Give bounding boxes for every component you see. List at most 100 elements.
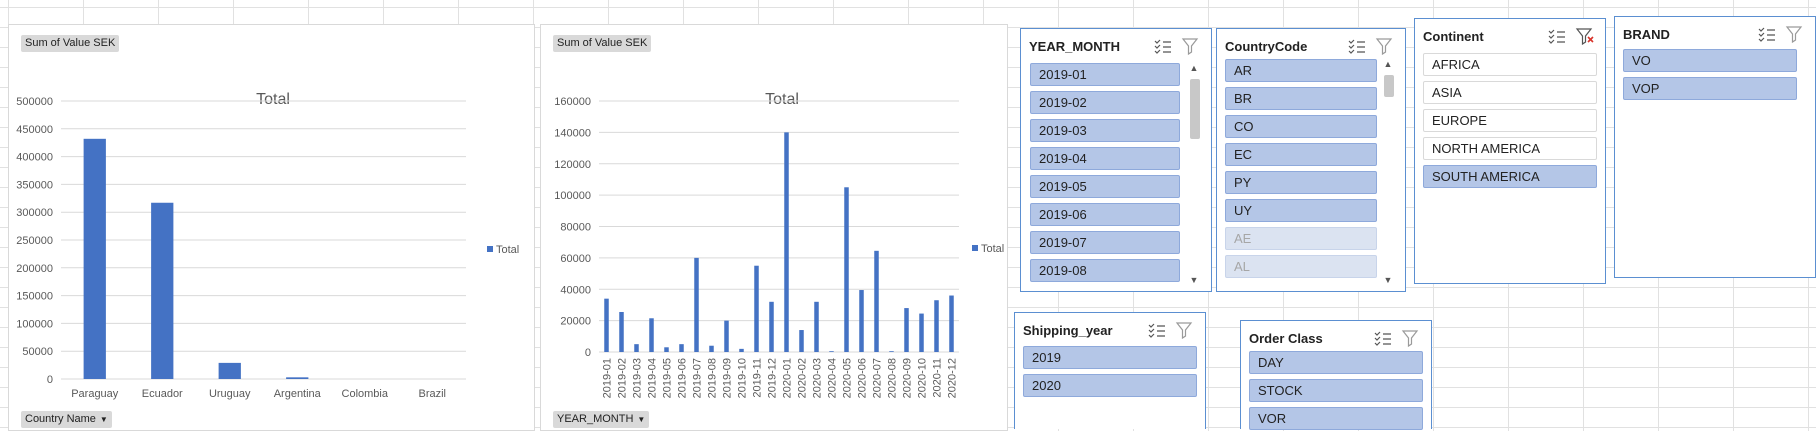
x-tick-label: 2019-10 <box>737 358 749 398</box>
bar <box>679 344 684 352</box>
slicer-item-europe[interactable]: EUROPE <box>1423 109 1597 132</box>
scroll-thumb[interactable] <box>1190 79 1200 139</box>
slicer-item-co[interactable]: CO <box>1225 115 1377 138</box>
slicer-scrollbar[interactable]: ▲ ▼ <box>1381 59 1395 287</box>
dropdown-arrow-icon: ▼ <box>637 415 646 424</box>
slicer-item-2019-07[interactable]: 2019-07 <box>1030 231 1180 254</box>
slicer-brand[interactable]: BRAND VO VOP <box>1614 16 1816 278</box>
clear-filter-icon[interactable] <box>1175 321 1195 339</box>
multi-select-icon[interactable] <box>1147 321 1167 339</box>
slicer-scrollbar[interactable]: ▲ ▼ <box>1187 63 1201 287</box>
bar <box>694 257 699 352</box>
x-tick-label: 2020-06 <box>857 358 869 398</box>
slicer-header: Shipping_year <box>1023 319 1197 341</box>
slicer-year-month[interactable]: YEAR_MONTH 2019-01 2019-02 2019-03 2019-04 2… <box>1020 28 1212 292</box>
multi-select-icon[interactable] <box>1373 329 1393 347</box>
chart-title: Total <box>256 91 290 108</box>
y-tick-label: 250000 <box>16 235 53 247</box>
slicer-continent[interactable]: Continent AFRICA ASIA EUROPE NORTH AMERICA S… <box>1414 18 1606 284</box>
bar <box>889 351 894 352</box>
slicer-item-ar[interactable]: AR <box>1225 59 1377 82</box>
slicer-item-day[interactable]: DAY <box>1249 351 1423 374</box>
slicer-item-al[interactable]: AL <box>1225 255 1377 278</box>
y-tick-label: 60000 <box>560 253 591 265</box>
bar <box>949 295 954 352</box>
value-field-button[interactable]: Sum of Value SEK <box>553 35 652 52</box>
slicer-item-stock[interactable]: STOCK <box>1249 379 1423 402</box>
x-tick-label: 2020-05 <box>842 358 854 398</box>
bar <box>649 318 654 352</box>
slicer-item-2020[interactable]: 2020 <box>1023 374 1197 397</box>
bar <box>634 344 639 352</box>
value-field-button[interactable]: Sum of Value SEK <box>21 35 120 52</box>
scroll-thumb[interactable] <box>1384 75 1394 97</box>
scroll-down-icon[interactable]: ▼ <box>1383 275 1393 285</box>
scroll-up-icon[interactable]: ▲ <box>1189 63 1199 73</box>
scroll-down-icon[interactable]: ▼ <box>1189 275 1199 285</box>
clear-filter-icon[interactable] <box>1401 329 1421 347</box>
x-tick-label: 2020-08 <box>887 358 899 398</box>
scroll-up-icon[interactable]: ▲ <box>1383 59 1393 69</box>
slicer-item-asia[interactable]: ASIA <box>1423 81 1597 104</box>
axis-field-button[interactable]: Country Name ▼ <box>21 411 112 428</box>
x-tick-label: 2019-09 <box>722 358 734 398</box>
bar <box>151 202 174 379</box>
x-tick-label: Uruguay <box>209 388 251 400</box>
bar <box>83 138 106 379</box>
y-tick-label: 100000 <box>554 190 591 202</box>
month-chart-panel[interactable]: Sum of Value SEK Total 0 20000 40000 60000 80… <box>540 24 1008 431</box>
y-tick-label: 150000 <box>16 291 53 303</box>
slicer-item-ae[interactable]: AE <box>1225 227 1377 250</box>
x-tick-label: Argentina <box>274 388 322 400</box>
slicer-item-ec[interactable]: EC <box>1225 143 1377 166</box>
bar <box>799 330 804 352</box>
chart-title: Total <box>765 91 799 108</box>
clear-filter-icon[interactable] <box>1785 25 1805 43</box>
slicer-item-africa[interactable]: AFRICA <box>1423 53 1597 76</box>
slicer-item-vo[interactable]: VO <box>1623 49 1797 72</box>
bar <box>739 348 744 352</box>
slicer-item-2019-06[interactable]: 2019-06 <box>1030 203 1180 226</box>
y-tick-label: 500000 <box>16 96 53 108</box>
slicer-title: Order Class <box>1249 331 1323 346</box>
slicer-item-2019-03[interactable]: 2019-03 <box>1030 119 1180 142</box>
slicer-item-2019-02[interactable]: 2019-02 <box>1030 91 1180 114</box>
multi-select-icon[interactable] <box>1153 37 1173 55</box>
clear-filter-icon[interactable] <box>1181 37 1201 55</box>
bar <box>664 347 669 352</box>
clear-filter-icon[interactable] <box>1375 37 1395 55</box>
slicer-item-py[interactable]: PY <box>1225 171 1377 194</box>
slicer-item-vop[interactable]: VOP <box>1623 77 1797 100</box>
x-tick-label: 2020-04 <box>827 358 839 398</box>
slicer-item-vor[interactable]: VOR <box>1249 407 1423 430</box>
slicer-title: Continent <box>1423 29 1484 44</box>
bar <box>724 320 729 352</box>
y-tick-label: 160000 <box>554 96 591 108</box>
slicer-item-br[interactable]: BR <box>1225 87 1377 110</box>
multi-select-icon[interactable] <box>1547 27 1567 45</box>
slicer-shipping-year[interactable]: Shipping_year 2019 2020 <box>1014 312 1206 429</box>
bar <box>218 362 241 379</box>
slicer-item-2019-01[interactable]: 2019-01 <box>1030 63 1180 86</box>
country-chart-panel[interactable]: Sum of Value SEK Total 0 50000 100000 150000… <box>8 24 535 431</box>
clear-filter-icon[interactable] <box>1575 27 1595 45</box>
axis-field-button[interactable]: YEAR_MONTH ▼ <box>553 411 650 428</box>
slicer-title: YEAR_MONTH <box>1029 39 1121 54</box>
slicer-item-2019-04[interactable]: 2019-04 <box>1030 147 1180 170</box>
slicer-item-south-america[interactable]: SOUTH AMERICA <box>1423 165 1597 188</box>
y-tick-label: 0 <box>47 374 53 386</box>
slicer-header: CountryCode <box>1225 35 1397 57</box>
x-tick-label: 2019-07 <box>692 358 704 398</box>
bar <box>814 301 819 352</box>
slicer-item-north-america[interactable]: NORTH AMERICA <box>1423 137 1597 160</box>
slicer-item-2019-05[interactable]: 2019-05 <box>1030 175 1180 198</box>
x-tick-label: 2020-12 <box>947 358 959 398</box>
slicer-country-code[interactable]: CountryCode AR BR CO EC PY UY AE AL ▲ ▼ <box>1216 28 1406 292</box>
multi-select-icon[interactable] <box>1757 25 1777 43</box>
legend-label: Total <box>981 243 1004 255</box>
slicer-item-2019[interactable]: 2019 <box>1023 346 1197 369</box>
multi-select-icon[interactable] <box>1347 37 1367 55</box>
slicer-item-2019-08[interactable]: 2019-08 <box>1030 259 1180 282</box>
slicer-order-class[interactable]: Order Class DAY STOCK VOR <box>1240 320 1432 430</box>
slicer-item-uy[interactable]: UY <box>1225 199 1377 222</box>
